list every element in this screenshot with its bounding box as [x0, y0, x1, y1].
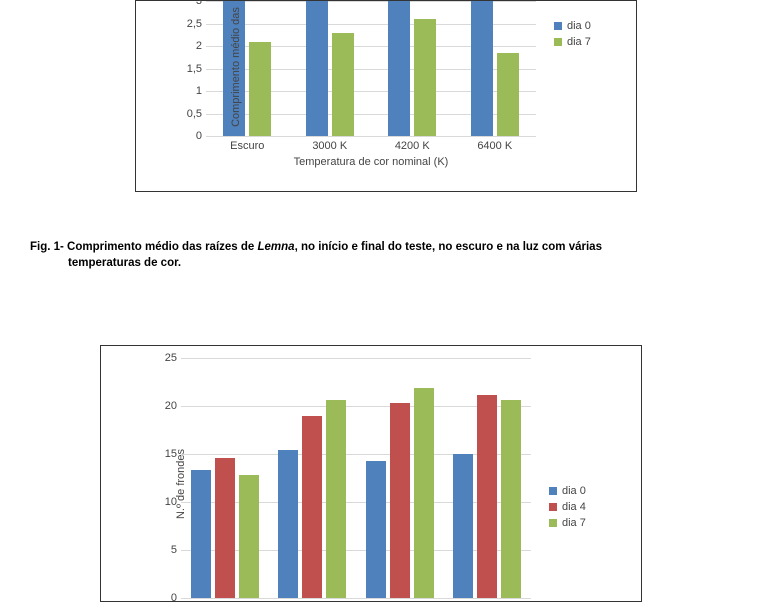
y-tick: 2: [196, 40, 206, 52]
legend-item: dia 0: [549, 485, 586, 497]
legend-label: dia 7: [567, 36, 591, 48]
chart-1: 00,511,522,53Escuro3000 K4200 K6400 K di…: [135, 0, 637, 192]
bar: [332, 33, 354, 137]
caption-line2: temperaturas de cor.: [30, 256, 770, 272]
bar: [414, 388, 434, 598]
bar: [215, 458, 235, 598]
bar: [471, 1, 493, 136]
y-tick: 25: [165, 352, 181, 364]
y-tick: 1,5: [187, 63, 206, 75]
legend-label: dia 0: [562, 485, 586, 497]
y-tick: 2,5: [187, 18, 206, 30]
bar: [278, 450, 298, 598]
x-tick: 6400 K: [477, 136, 512, 152]
legend-swatch: [549, 519, 557, 527]
legend-swatch: [549, 487, 557, 495]
x-tick: 3000 K: [312, 136, 347, 152]
bar: [501, 400, 521, 598]
y-tick: 0: [171, 592, 181, 604]
x-tick: 4200 K: [395, 136, 430, 152]
y-tick: 20: [165, 400, 181, 412]
chart-2: 0510152025 dia 0 dia 4 dia 7 N.º de fronde…: [100, 345, 642, 602]
bar: [191, 470, 211, 598]
figure-caption: Fig. 1- Comprimento médio das raízes de …: [30, 240, 770, 271]
bar: [366, 461, 386, 598]
grid-line: [181, 598, 531, 599]
chart-1-plot: 00,511,522,53Escuro3000 K4200 K6400 K: [206, 1, 536, 137]
bar: [388, 1, 410, 136]
y-tick: 5: [171, 544, 181, 556]
bar: [497, 53, 519, 136]
chart-1-legend: dia 0 dia 7: [554, 16, 591, 52]
legend-item: dia 7: [554, 36, 591, 48]
bar: [302, 416, 322, 598]
legend-label: dia 7: [562, 517, 586, 529]
bar: [306, 1, 328, 136]
y-tick: 0,5: [187, 108, 206, 120]
bar: [453, 454, 473, 598]
legend-swatch: [554, 22, 562, 30]
caption-italic: Lemna: [258, 241, 295, 253]
chart-2-plot: 0510152025: [181, 358, 531, 599]
y-tick: 1: [196, 85, 206, 97]
caption-suffix: , no início e final do teste, no escuro …: [295, 241, 602, 253]
chart-1-ylabel: Comprimento médio das: [230, 7, 242, 127]
y-tick: 3: [196, 0, 206, 7]
legend-item: dia 0: [554, 20, 591, 32]
bar: [239, 475, 259, 598]
chart-2-ylabel: N.º de frondes: [175, 449, 187, 519]
legend-item: dia 4: [549, 501, 586, 513]
legend-label: dia 4: [562, 501, 586, 513]
bar: [390, 403, 410, 598]
chart-2-legend: dia 0 dia 4 dia 7: [549, 481, 586, 533]
bar: [249, 42, 271, 137]
bar: [326, 400, 346, 598]
legend-label: dia 0: [567, 20, 591, 32]
legend-swatch: [549, 503, 557, 511]
legend-swatch: [554, 38, 562, 46]
bar: [477, 395, 497, 598]
grid-line: [181, 358, 531, 359]
bar: [414, 19, 436, 136]
caption-prefix: Fig. 1- Comprimento médio das raízes de: [30, 241, 258, 253]
chart-1-xlabel: Temperatura de cor nominal (K): [206, 156, 536, 168]
x-tick: Escuro: [230, 136, 264, 152]
y-tick: 0: [196, 130, 206, 142]
legend-item: dia 7: [549, 517, 586, 529]
